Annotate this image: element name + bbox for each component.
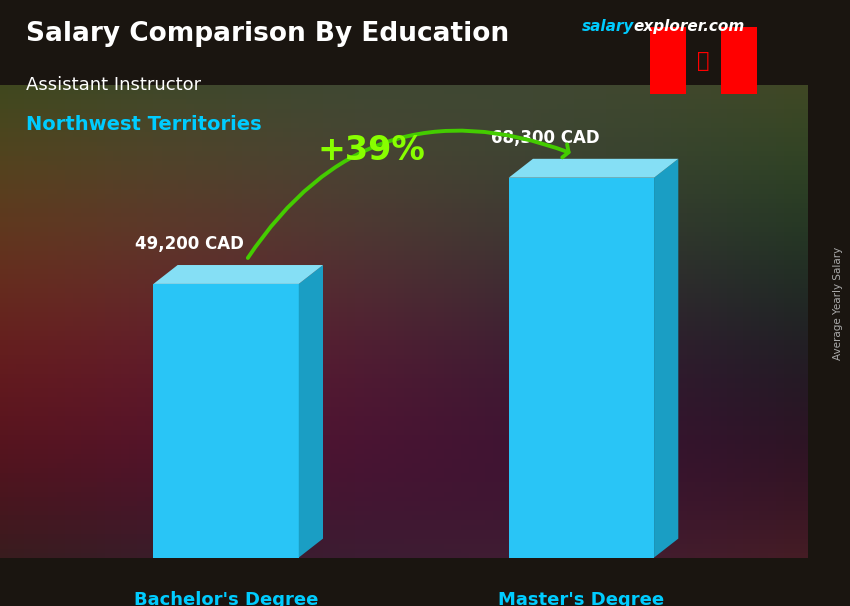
Text: 🍁: 🍁 xyxy=(697,50,710,71)
Text: 49,200 CAD: 49,200 CAD xyxy=(135,235,244,253)
Polygon shape xyxy=(508,159,678,178)
Polygon shape xyxy=(508,178,654,558)
Polygon shape xyxy=(721,27,756,94)
Polygon shape xyxy=(298,265,323,558)
Text: Average Yearly Salary: Average Yearly Salary xyxy=(833,247,843,359)
Text: Master's Degree: Master's Degree xyxy=(498,591,665,606)
Text: 68,300 CAD: 68,300 CAD xyxy=(490,129,599,147)
Text: Assistant Instructor: Assistant Instructor xyxy=(26,76,201,94)
Polygon shape xyxy=(153,284,298,558)
Text: explorer.com: explorer.com xyxy=(633,19,745,35)
Text: +39%: +39% xyxy=(318,134,425,167)
Text: Salary Comparison By Education: Salary Comparison By Education xyxy=(26,21,508,47)
Text: Bachelor's Degree: Bachelor's Degree xyxy=(134,591,318,606)
Polygon shape xyxy=(654,159,678,558)
Polygon shape xyxy=(153,265,323,284)
Text: salary: salary xyxy=(582,19,635,35)
Text: Northwest Territories: Northwest Territories xyxy=(26,115,261,134)
Polygon shape xyxy=(650,27,686,94)
